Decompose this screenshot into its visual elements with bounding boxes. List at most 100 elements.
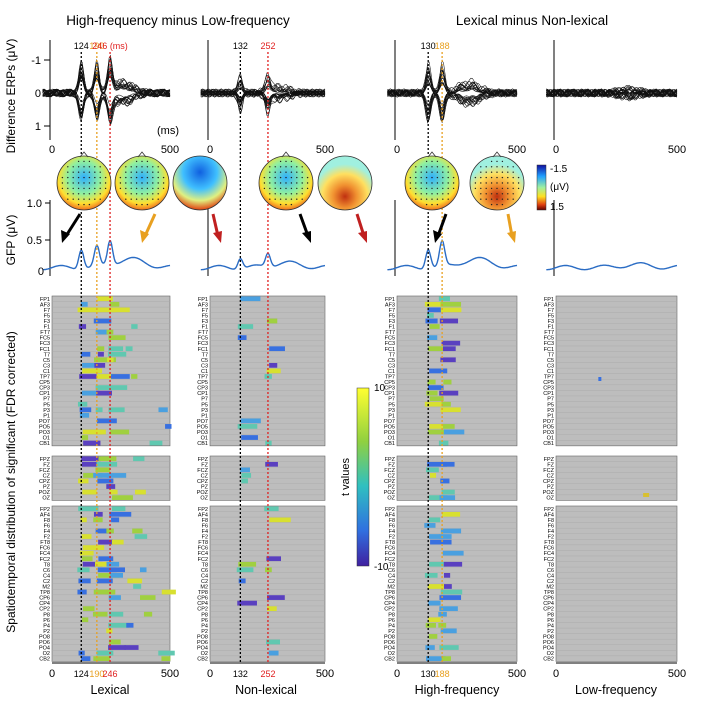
electrode-label: F3 [202, 319, 208, 325]
gfp-panel-highfreq [387, 200, 518, 276]
electrode-label: P6 [388, 618, 395, 624]
bottom-marker-label-nonlexical-252: 252 [260, 669, 275, 679]
electrode-label: P1 [201, 413, 208, 419]
electrode-label: CP2 [39, 607, 50, 613]
electrode-label: P3 [388, 408, 395, 414]
electrode-label: CP6 [384, 596, 395, 602]
electrode-label: FCZ [197, 468, 208, 474]
electrode-label: C3 [43, 363, 50, 369]
gfp-panel-lowfreq [546, 200, 678, 276]
tick-0-grid: 0 [49, 668, 55, 680]
electrode-label: TP8 [40, 590, 50, 596]
tick-500-grid: 500 [668, 668, 686, 680]
electrode-label: CP5 [39, 380, 50, 386]
electrode-label: CPZ [384, 479, 396, 485]
electrode-label: OZ [387, 496, 395, 502]
electrode-label: OZ [42, 496, 50, 502]
electrode-label: CP5 [197, 380, 208, 386]
electrode-label: PO7 [543, 419, 554, 425]
marker-label-highfreq-130: 130 [421, 41, 436, 51]
electrode-label: FC6 [198, 546, 208, 552]
electrode-label: C1 [201, 369, 208, 375]
electrode-label: CP3 [384, 386, 395, 392]
gfp-tick-1: 1.0 [27, 198, 42, 210]
electrode-label: C3 [388, 363, 395, 369]
electrode-label: C6 [547, 568, 554, 574]
topo-colorbar-max: -1.5 [550, 164, 568, 175]
electrode-label: P1 [43, 413, 50, 419]
electrode-label: CP4 [39, 601, 50, 607]
electrode-label: CP1 [39, 391, 50, 397]
panel-label-lowfreq: Low-frequency [575, 683, 658, 697]
tick-0-grid: 0 [394, 668, 400, 680]
electrode-label: C6 [43, 568, 50, 574]
electrode-label: P2 [547, 629, 554, 635]
electrode-label: FC6 [385, 546, 395, 552]
electrode-label: FZ [43, 462, 50, 468]
electrode-label: C3 [201, 363, 208, 369]
electrode-label: PZ [201, 485, 209, 491]
electrode-label: P7 [43, 397, 50, 403]
topomap-nonlex-252 [317, 155, 373, 211]
electrode-label: FT7 [198, 330, 208, 336]
electrode-label: FC4 [198, 551, 208, 557]
tick-500-grid: 500 [508, 668, 526, 680]
electrode-label: F5 [389, 313, 395, 319]
electrode-label: P5 [201, 402, 208, 408]
electrode-label: TP8 [385, 590, 395, 596]
electrode-label: F8 [548, 518, 554, 524]
erp-tick-zero: 0 [35, 88, 41, 100]
electrode-label: T7 [389, 352, 395, 358]
tick-0-grid: 0 [553, 668, 559, 680]
electrode-label: AF3 [544, 302, 554, 308]
electrode-label: CP3 [197, 386, 208, 392]
electrode-label: O2 [201, 651, 208, 657]
electrode-label: P4 [201, 623, 208, 629]
electrode-label: CP6 [39, 596, 50, 602]
electrode-label: CB2 [197, 657, 208, 663]
electrode-label: C1 [547, 369, 554, 375]
electrode-label: C5 [43, 358, 50, 364]
electrode-label: CP1 [384, 391, 395, 397]
electrode-label: FPZ [198, 457, 209, 463]
gfp-panel-nonlexical [200, 200, 326, 276]
electrode-label: F8 [44, 518, 50, 524]
grid-panel-lowfreq: FP1AF3F7F5F3F1FT7FC5FC3FC1T7C5C3C1TP7CP5… [543, 295, 678, 664]
electrode-label: TP7 [40, 375, 50, 381]
electrode-label: FPZ [385, 457, 396, 463]
electrode-label: PZ [547, 485, 555, 491]
electrode-label: C2 [388, 579, 395, 585]
panel-label-lexical: Lexical [91, 683, 130, 697]
electrode-label: FP2 [544, 507, 554, 513]
electrode-label: F8 [202, 518, 208, 524]
axis-labels: 0 500 0 500 0 0 0 500 0 500 0 500 0 500 0 500 0 500 [35, 88, 686, 680]
electrode-label: F2 [548, 535, 554, 541]
electrode-label: CP4 [197, 601, 208, 607]
bottom-marker-label-lexical-246: 246 [103, 669, 118, 679]
electrode-label: TP7 [544, 375, 554, 381]
electrode-label: O2 [547, 651, 554, 657]
electrode-label: O1 [388, 436, 395, 442]
electrode-label: F4 [548, 529, 554, 535]
electrode-label: FC5 [544, 336, 554, 342]
electrode-label: C3 [547, 363, 554, 369]
electrode-label: CB1 [384, 441, 395, 447]
electrode-label: F5 [44, 313, 50, 319]
electrode-label: P6 [547, 618, 554, 624]
tick-500-erp: 500 [508, 144, 526, 156]
tick-500-grid: 500 [161, 668, 179, 680]
electrode-label: FT8 [544, 540, 554, 546]
tick-0-erp: 0 [394, 144, 400, 156]
electrode-label: FP1 [385, 297, 395, 303]
electrode-label: T7 [202, 352, 208, 358]
electrode-label: CPZ [197, 479, 209, 485]
electrode-label: CP1 [543, 391, 554, 397]
electrode-label: FZ [547, 462, 554, 468]
electrode-label: C2 [201, 579, 208, 585]
erp-tick-pos: 1 [35, 121, 41, 133]
electrode-label: P4 [547, 623, 554, 629]
electrode-label: OZ [546, 496, 554, 502]
electrode-label: PO3 [543, 430, 554, 436]
electrode-label: CB2 [543, 657, 554, 663]
electrode-label: FP1 [40, 297, 50, 303]
